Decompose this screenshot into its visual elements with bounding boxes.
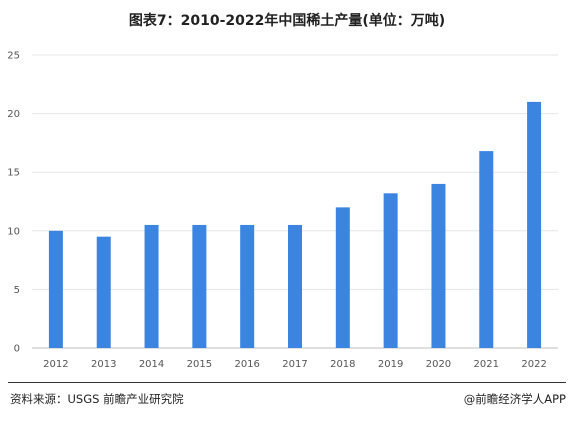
x-tick-label: 2016: [234, 359, 259, 370]
x-tick-label: 2014: [139, 359, 164, 370]
x-tick-label: 2012: [43, 359, 68, 370]
x-axis-ticks: 2012 2013 2014 2015 2016 2017 2018 2019 2020 2021…: [43, 359, 547, 370]
x-tick-label: 2015: [187, 359, 212, 370]
x-tick-label: 2019: [378, 359, 403, 370]
bar-2015: [192, 224, 207, 348]
y-tick-label: 20: [7, 109, 20, 120]
y-axis-ticks: 0 5 10 15 20 25: [7, 51, 20, 355]
x-tick-label: 2013: [91, 359, 116, 370]
bar-2012: [48, 230, 63, 348]
y-tick-label: 5: [14, 285, 20, 296]
x-tick-label: 2021: [474, 359, 499, 370]
bar-2016: [240, 224, 255, 348]
bar-2020: [431, 183, 446, 348]
bar-2013: [96, 236, 111, 348]
y-tick-label: 25: [7, 51, 20, 62]
x-tick-label: 2017: [282, 359, 307, 370]
bar-2019: [383, 193, 398, 348]
x-tick-label: 2020: [426, 359, 451, 370]
x-tick-label: 2018: [330, 359, 355, 370]
bar-2022: [527, 101, 542, 348]
bar-2021: [479, 151, 494, 348]
y-tick-label: 0: [14, 344, 20, 355]
bar-2018: [335, 207, 350, 348]
chart-title: 图表7：2010-2022年中国稀土产量(单位：万吨): [128, 13, 446, 29]
y-tick-label: 15: [7, 168, 20, 179]
bar-2014: [144, 224, 159, 348]
bar-2017: [288, 224, 302, 348]
x-tick-label: 2022: [521, 359, 546, 370]
footer-divider: [8, 382, 566, 383]
y-tick-label: 10: [7, 226, 20, 237]
bars: [48, 101, 542, 348]
source-note: 资料来源：USGS 前瞻产业研究院: [10, 392, 184, 406]
brand-credit: @前瞻经济学人APP: [463, 392, 566, 406]
